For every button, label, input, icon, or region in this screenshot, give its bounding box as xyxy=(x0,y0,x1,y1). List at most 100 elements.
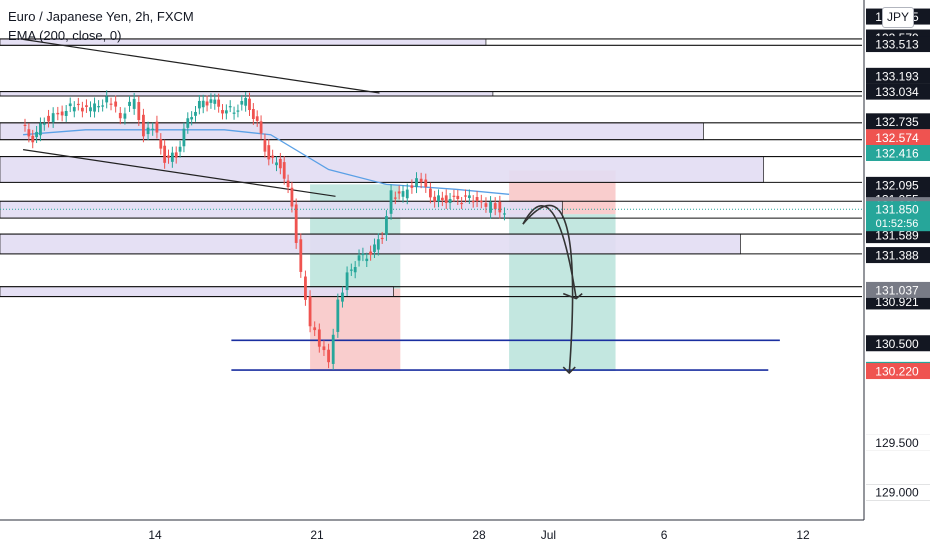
candle-body xyxy=(503,213,506,215)
price-tick-label: 129.000 xyxy=(875,486,919,500)
time-axis: 14 21 28 Jul 6 12 xyxy=(0,519,864,542)
candle-body xyxy=(373,244,376,253)
candle-body xyxy=(60,111,64,116)
candle-body xyxy=(255,116,259,121)
indicator-label[interactable]: EMA (200, close, 0) xyxy=(8,28,122,43)
candle-body xyxy=(415,178,418,188)
candle-body xyxy=(56,112,60,115)
candle-body xyxy=(42,123,46,125)
price-badge xyxy=(866,281,930,298)
price-badge xyxy=(866,129,930,146)
candle-body xyxy=(464,195,467,197)
candle-body xyxy=(89,107,92,112)
price-tick-label: 132.095 xyxy=(875,178,919,192)
candle-body xyxy=(380,237,384,240)
candle-body xyxy=(304,276,307,300)
candle-body xyxy=(190,117,194,120)
candle-body xyxy=(76,103,80,106)
price-tick-bg xyxy=(866,176,930,193)
price-badge-label: 132.416 xyxy=(875,146,919,160)
price-tick-bg xyxy=(866,434,930,451)
candle-body xyxy=(322,346,326,351)
price-tick-label: 133.513 xyxy=(875,38,919,52)
candle-body xyxy=(39,123,42,136)
candle-body xyxy=(182,128,186,147)
candle-body xyxy=(27,129,31,137)
candle-body xyxy=(317,329,321,347)
candle-body xyxy=(385,216,388,235)
candle-body xyxy=(357,255,361,261)
candle-body xyxy=(224,110,228,114)
candle-body xyxy=(278,158,282,169)
price-tick-bg xyxy=(866,83,930,100)
candle-body xyxy=(369,251,373,255)
candle-body xyxy=(68,103,72,107)
time-tick-label: Jul xyxy=(541,528,556,542)
candle-body xyxy=(405,189,409,199)
candle-body xyxy=(498,201,502,213)
candle-body xyxy=(271,155,275,158)
candle-body xyxy=(433,196,437,202)
candle-body xyxy=(308,296,312,327)
price-tick-label: 133.034 xyxy=(875,85,919,99)
candle-body xyxy=(93,103,96,112)
candle-body xyxy=(174,152,178,158)
time-tick-label: 14 xyxy=(148,528,162,542)
candle-body xyxy=(361,253,365,256)
candle-body xyxy=(263,139,267,152)
candle-body xyxy=(128,101,131,106)
price-badge xyxy=(866,201,930,232)
candle-body xyxy=(286,180,290,188)
candle-body xyxy=(282,162,286,179)
currency-button[interactable]: JPY xyxy=(882,7,914,28)
candle-body xyxy=(460,202,464,205)
candle-body xyxy=(489,202,492,213)
candle-body xyxy=(299,239,303,272)
candle-body xyxy=(376,239,380,250)
candle-body xyxy=(290,187,294,207)
candle-body xyxy=(336,299,340,332)
price-tick-bg xyxy=(866,67,930,84)
forecast-arrow xyxy=(522,204,577,299)
candle-body xyxy=(232,112,236,114)
candle-body xyxy=(118,112,122,119)
candle-body xyxy=(471,201,475,203)
candle-body xyxy=(155,121,159,133)
candle-body xyxy=(267,145,271,160)
price-badge-label: 130.220 xyxy=(875,365,919,379)
forecast-arrow xyxy=(522,204,574,374)
price-badge xyxy=(866,363,930,380)
candle-body xyxy=(194,111,197,116)
candle-body xyxy=(341,292,344,302)
candle-body xyxy=(479,200,483,203)
plot-area xyxy=(0,38,862,375)
candle-body xyxy=(401,191,405,197)
candle-body xyxy=(410,185,414,188)
candle-body xyxy=(105,96,109,103)
price-tick-label: 130.921 xyxy=(875,295,919,309)
price-tick-bg xyxy=(866,484,930,501)
candle-body xyxy=(475,197,479,202)
time-tick-label: 21 xyxy=(310,528,324,542)
candle-body xyxy=(221,110,224,114)
candle-body xyxy=(197,100,201,109)
candle-body xyxy=(159,139,163,149)
sr-zone xyxy=(0,286,394,297)
candle-body xyxy=(146,127,150,135)
candle-body xyxy=(101,105,105,107)
candle-body xyxy=(259,121,263,134)
candle-body xyxy=(217,99,221,107)
candle-body xyxy=(429,188,432,198)
candle-body xyxy=(313,327,317,331)
candle-body xyxy=(493,203,497,210)
candle-body xyxy=(151,128,155,130)
price-tick-label: 132.735 xyxy=(875,115,919,129)
candle-body xyxy=(31,135,35,143)
sr-zone xyxy=(0,156,765,183)
candle-body xyxy=(353,267,357,273)
candle-body xyxy=(132,98,136,109)
candle-body xyxy=(448,198,452,204)
candle-body xyxy=(331,334,335,364)
